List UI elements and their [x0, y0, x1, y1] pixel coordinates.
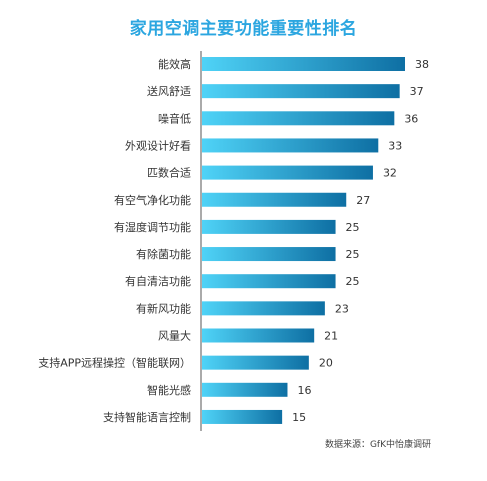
- chart-title: 家用空调主要功能重要性排名: [129, 19, 358, 39]
- value-label: 36: [404, 112, 418, 125]
- category-label: 有自清洁功能: [125, 274, 191, 288]
- data-source-note: 数据来源：GfK中怡康调研: [324, 440, 431, 450]
- bar: [202, 165, 373, 180]
- value-label: 33: [388, 139, 402, 152]
- bar: [202, 355, 309, 370]
- category-label: 匹数合适: [147, 166, 191, 180]
- bar: [202, 274, 336, 289]
- bar: [202, 138, 379, 153]
- value-label: 37: [410, 85, 424, 98]
- value-label: 25: [346, 275, 360, 288]
- value-label: 21: [324, 330, 338, 343]
- bar: [202, 382, 288, 397]
- category-label: 有新风功能: [136, 301, 191, 315]
- bar: [202, 84, 400, 99]
- category-label: 支持APP远程操控（智能联网）: [38, 356, 191, 370]
- value-label: 16: [297, 384, 311, 397]
- bar: [202, 57, 405, 71]
- bar: [202, 301, 325, 316]
- value-label: 27: [356, 194, 370, 207]
- value-label: 25: [346, 248, 360, 261]
- bar: [202, 328, 315, 343]
- bar: [202, 247, 336, 262]
- bar: [202, 192, 347, 207]
- category-label: 送风舒适: [147, 84, 191, 98]
- category-label: 有空气净化功能: [114, 193, 191, 207]
- category-label: 有除菌功能: [136, 247, 191, 261]
- value-label: 15: [292, 411, 306, 424]
- category-label: 能效高: [158, 57, 191, 71]
- category-label: 噪音低: [158, 111, 191, 125]
- value-label: 20: [319, 357, 333, 370]
- value-label: 32: [383, 167, 397, 180]
- value-label: 25: [346, 221, 360, 234]
- category-label: 风量大: [158, 329, 191, 343]
- bar: [202, 409, 283, 424]
- value-label: 23: [335, 302, 349, 315]
- category-label: 有湿度调节功能: [114, 220, 191, 234]
- bars-group: 能效高 38 送风舒适 37 噪音低 36 外观设计好看 33 匹数合适 32 有空气净化功能 27 有…: [38, 57, 429, 424]
- category-label: 外观设计好看: [125, 138, 191, 152]
- bar: [202, 219, 336, 234]
- value-label: 38: [415, 58, 429, 71]
- category-label: 支持智能语言控制: [103, 410, 191, 424]
- category-label: 智能光感: [147, 383, 191, 397]
- bar: [202, 111, 395, 126]
